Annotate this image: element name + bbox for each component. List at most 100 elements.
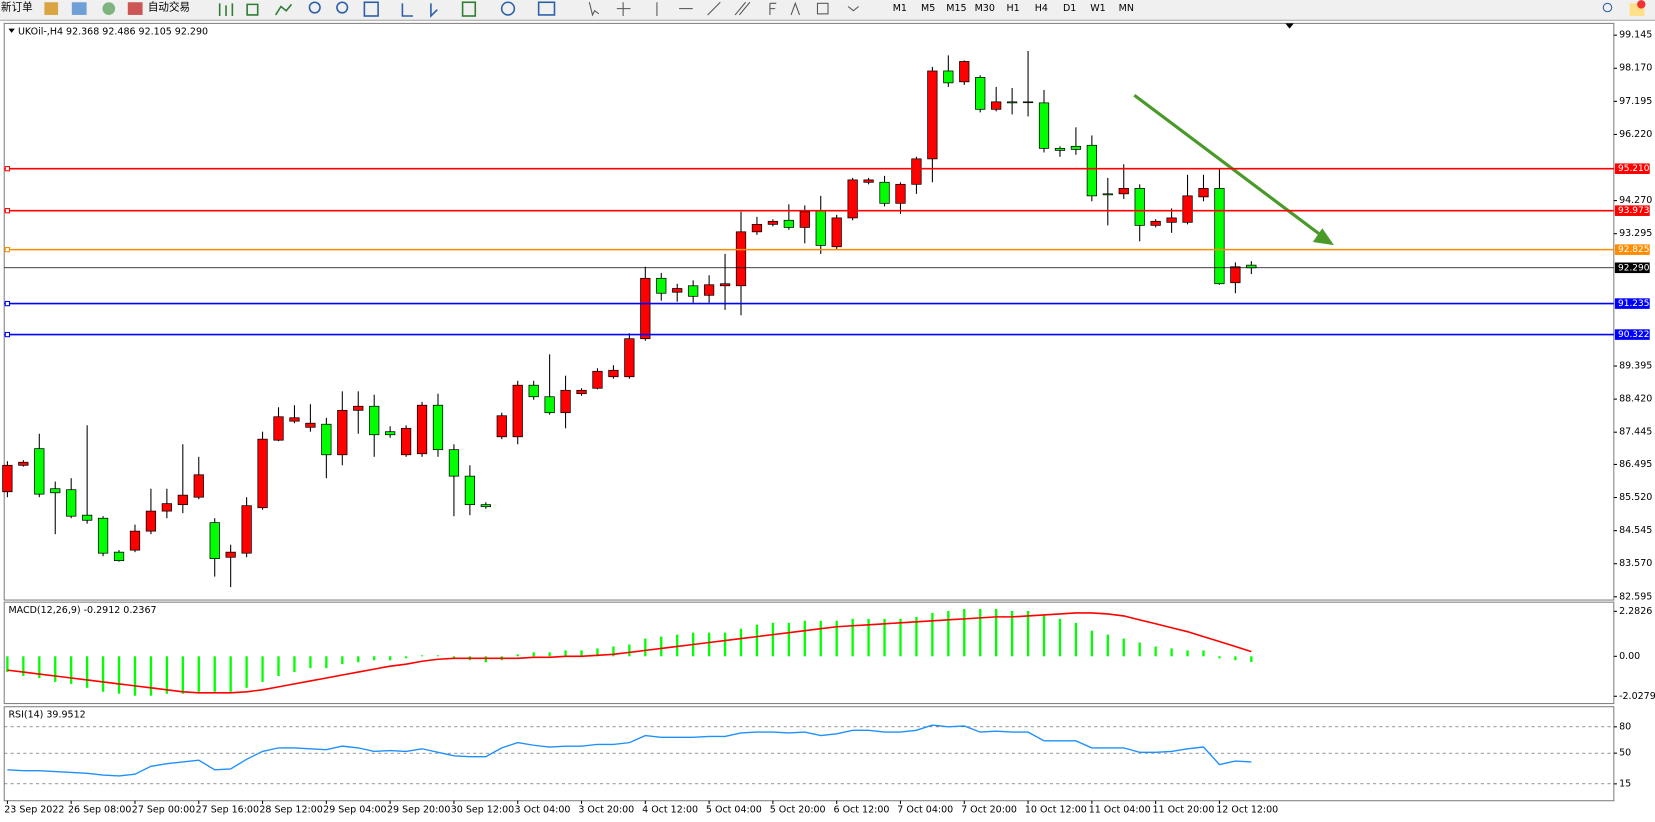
symbol-menu-arrow[interactable] <box>8 28 15 33</box>
candle-body <box>640 277 651 340</box>
icon[interactable] <box>218 3 234 16</box>
icon[interactable] <box>127 2 143 15</box>
candle-body <box>576 389 587 395</box>
icon[interactable] <box>44 2 59 15</box>
x-tick-label: 28 Sep 12:00 <box>259 805 322 816</box>
timeframe-button[interactable]: D1 <box>1063 3 1076 14</box>
timeframe-button[interactable]: H1 <box>1006 3 1019 14</box>
y-tick-label: 94.270 <box>1619 195 1652 206</box>
candle-body <box>321 423 332 456</box>
price-label-box <box>1614 262 1650 274</box>
icon[interactable] <box>734 1 751 16</box>
icon[interactable] <box>707 1 721 16</box>
candle-body <box>161 503 172 512</box>
candle-body <box>927 70 938 160</box>
icon[interactable] <box>847 6 859 12</box>
price-label-box <box>1614 298 1650 309</box>
candle-body <box>895 183 906 204</box>
candle-body <box>592 370 603 389</box>
candle-body <box>719 283 731 287</box>
candle-body <box>337 409 348 456</box>
candle-body <box>448 449 460 477</box>
chart-frame <box>3 22 1615 802</box>
x-tick-label: 3 Oct 04:00 <box>515 805 571 816</box>
x-tick-label: 3 Oct 20:00 <box>578 805 634 816</box>
new-order-button[interactable]: 新订单 <box>1 1 33 14</box>
y-tick-label: 87.445 <box>1619 427 1652 438</box>
timeframe-button[interactable]: M1 <box>893 3 907 14</box>
candle-body <box>815 210 826 246</box>
timeframe-button[interactable]: M5 <box>921 3 935 14</box>
macd-title: MACD(12,26,9) -0.2912 0.2367 <box>8 605 156 616</box>
icon[interactable] <box>537 1 556 16</box>
y-tick-label: 84.545 <box>1619 525 1652 536</box>
candle-body <box>34 448 45 495</box>
candle-body <box>66 489 77 517</box>
level-handle <box>4 208 11 214</box>
candle-body <box>1214 188 1225 285</box>
price-label: 95.210 <box>1618 164 1650 174</box>
icon[interactable] <box>308 1 321 14</box>
candle-body <box>50 488 61 494</box>
candle-body <box>241 505 252 554</box>
timeframe-button[interactable]: M30 <box>975 3 995 14</box>
icon[interactable] <box>500 1 516 16</box>
icon[interactable] <box>274 3 293 16</box>
icon[interactable] <box>246 3 259 16</box>
toolbar-icons <box>218 3 293 16</box>
icon[interactable] <box>71 2 87 15</box>
y-tick-label: 86.495 <box>1619 459 1652 470</box>
icon[interactable] <box>102 2 116 15</box>
y-tick-label: 50 <box>1619 748 1631 759</box>
icon[interactable] <box>616 2 631 16</box>
candle-body <box>512 384 523 438</box>
candle-body <box>703 284 715 296</box>
candle-body <box>129 530 141 551</box>
candle-body <box>1022 101 1034 104</box>
candle-body <box>353 405 364 411</box>
timeframe-button[interactable]: H4 <box>1035 3 1048 14</box>
notification-badge[interactable] <box>1637 0 1646 9</box>
timeframe-button[interactable]: MN <box>1119 3 1134 14</box>
icon[interactable] <box>363 1 379 17</box>
candle-body <box>225 551 236 558</box>
icon[interactable] <box>588 2 600 17</box>
candle-body <box>369 405 380 436</box>
icon[interactable] <box>336 1 349 14</box>
x-tick-label: 4 Oct 12:00 <box>642 805 698 816</box>
candle-body <box>1118 188 1129 195</box>
candle-body <box>879 181 890 204</box>
candle-body <box>1006 101 1018 104</box>
candle-body <box>416 404 428 455</box>
x-tick-label: 6 Oct 12:00 <box>834 805 890 816</box>
icon[interactable] <box>790 1 801 16</box>
timeframe-button[interactable]: W1 <box>1090 3 1105 14</box>
price-label: 90.322 <box>1618 330 1649 340</box>
candle-body <box>289 417 300 422</box>
level-handle <box>4 331 11 338</box>
auto-trading-button[interactable]: 自动交易 <box>148 1 190 14</box>
candle-body <box>1070 145 1082 150</box>
candle-body <box>305 422 316 428</box>
candle-body <box>2 464 13 493</box>
search-icon[interactable] <box>1602 2 1613 13</box>
icon[interactable] <box>816 2 829 15</box>
y-tick-label: 82.595 <box>1619 591 1652 602</box>
icon[interactable] <box>461 1 477 17</box>
candle-body <box>847 179 858 219</box>
candle-body <box>273 416 284 441</box>
candle-body <box>1182 195 1193 223</box>
candle-body <box>656 277 667 294</box>
timeframe-button[interactable]: M15 <box>946 3 966 14</box>
x-tick-label: 10 Oct 12:00 <box>1025 805 1087 816</box>
x-tick-label: 26 Sep 08:00 <box>68 805 131 816</box>
icon[interactable] <box>769 2 777 15</box>
candle-body <box>385 431 396 436</box>
y-tick-label: 15 <box>1619 778 1631 789</box>
price-label-box <box>1614 329 1650 340</box>
icon[interactable] <box>401 3 438 18</box>
y-tick-label: 85.520 <box>1619 492 1652 503</box>
rsi-title: RSI(14) 39.9512 <box>8 710 85 721</box>
candle-body <box>767 220 779 225</box>
